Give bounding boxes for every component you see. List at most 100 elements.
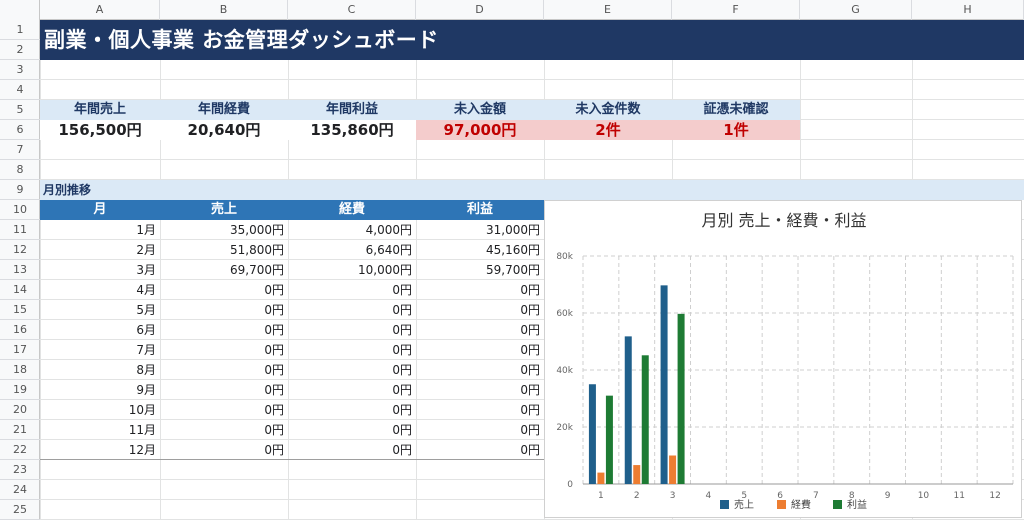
table-cell-month[interactable]: 8月	[136, 363, 156, 377]
column-header-a[interactable]: A	[40, 0, 160, 20]
row-header-4[interactable]: 4	[0, 80, 40, 100]
column-header-d[interactable]: D	[416, 0, 544, 20]
table-cell-month[interactable]: 7月	[136, 343, 156, 357]
table-cell-expenses[interactable]: 6,640円	[365, 243, 412, 257]
table-cell-month[interactable]: 6月	[136, 323, 156, 337]
kpi-value-unpaid-amount[interactable]: 97,000円	[416, 120, 544, 140]
kpi-value-unchecked-receipts[interactable]: 1件	[672, 120, 800, 140]
chart-container[interactable]: 月別 売上・経費・利益 0 20k 40k 60k 80k 1 2 3 4 5 6 7 8 9 10 11 12 売…	[544, 200, 1022, 518]
table-cell-month[interactable]: 11月	[128, 423, 156, 437]
row-header-14[interactable]: 14	[0, 280, 40, 300]
table-header-sales[interactable]: 売上	[210, 202, 237, 217]
table-cell-profit[interactable]: 59,700円	[486, 263, 540, 277]
row-header-18[interactable]: 18	[0, 360, 40, 380]
table-header-profit[interactable]: 利益	[466, 202, 493, 217]
sheet-grid[interactable]: 副業・個人事業 お金管理ダッシュボード 年間売上 年間経費 年間利益 未入金額 …	[40, 20, 1024, 520]
row-header-23[interactable]: 23	[0, 460, 40, 480]
chart-x-tick-label: 11	[954, 491, 965, 501]
table-cell-month[interactable]: 10月	[128, 403, 156, 417]
table-cell-sales[interactable]: 0円	[264, 303, 284, 317]
table-header-month[interactable]: 月	[93, 202, 107, 217]
row-header-22[interactable]: 22	[0, 440, 40, 460]
row-header-2[interactable]: 2	[0, 40, 40, 60]
table-cell-profit[interactable]: 0円	[520, 383, 540, 397]
row-header-17[interactable]: 17	[0, 340, 40, 360]
column-header-e[interactable]: E	[544, 0, 672, 20]
column-header-g[interactable]: G	[800, 0, 912, 20]
table-cell-month[interactable]: 4月	[136, 283, 156, 297]
kpi-value-annual-profit[interactable]: 135,860円	[288, 120, 416, 140]
kpi-value-annual-sales[interactable]: 156,500円	[40, 120, 160, 140]
row-header-19[interactable]: 19	[0, 380, 40, 400]
table-cell-expenses[interactable]: 10,000円	[358, 263, 412, 277]
table-cell-sales[interactable]: 0円	[264, 343, 284, 357]
row-header-13[interactable]: 13	[0, 260, 40, 280]
table-cell-month[interactable]: 5月	[136, 303, 156, 317]
row-header-3[interactable]: 3	[0, 60, 40, 80]
kpi-value-unpaid-count[interactable]: 2件	[544, 120, 672, 140]
table-cell-sales[interactable]: 0円	[264, 443, 284, 457]
kpi-value-annual-expenses[interactable]: 20,640円	[160, 120, 288, 140]
row-header-10[interactable]: 10	[0, 200, 40, 220]
table-cell-expenses[interactable]: 0円	[392, 283, 412, 297]
row-header-15[interactable]: 15	[0, 300, 40, 320]
table-cell-expenses[interactable]: 0円	[392, 303, 412, 317]
table-cell-profit[interactable]: 0円	[520, 323, 540, 337]
table-cell-month[interactable]: 3月	[136, 263, 156, 277]
row-header-8[interactable]: 8	[0, 160, 40, 180]
table-cell-expenses[interactable]: 0円	[392, 443, 412, 457]
row-header-9[interactable]: 9	[0, 180, 40, 200]
table-cell-expenses[interactable]: 0円	[392, 323, 412, 337]
kpi-label-unpaid-amount: 未入金額	[416, 100, 544, 120]
table-cell-profit[interactable]: 45,160円	[486, 243, 540, 257]
table-cell-expenses[interactable]: 4,000円	[365, 223, 412, 237]
table-cell-profit[interactable]: 0円	[520, 443, 540, 457]
kpi-label-unchecked-receipts: 証憑未確認	[672, 100, 800, 120]
row-header-20[interactable]: 20	[0, 400, 40, 420]
table-cell-profit[interactable]: 0円	[520, 303, 540, 317]
table-cell-sales[interactable]: 51,800円	[230, 243, 284, 257]
table-cell-sales[interactable]: 0円	[264, 383, 284, 397]
row-header-24[interactable]: 24	[0, 480, 40, 500]
table-cell-month[interactable]: 9月	[136, 383, 156, 397]
table-cell-profit[interactable]: 0円	[520, 403, 540, 417]
select-all-corner[interactable]	[0, 0, 40, 20]
table-cell-sales[interactable]: 0円	[264, 323, 284, 337]
table-cell-month[interactable]: 2月	[136, 243, 156, 257]
table-cell-sales[interactable]: 69,700円	[230, 263, 284, 277]
row-header-16[interactable]: 16	[0, 320, 40, 340]
grid-hline	[40, 359, 1024, 360]
table-cell-profit[interactable]: 0円	[520, 283, 540, 297]
table-cell-expenses[interactable]: 0円	[392, 383, 412, 397]
column-header-c[interactable]: C	[288, 0, 416, 20]
table-cell-sales[interactable]: 0円	[264, 283, 284, 297]
dashboard-title: 副業・個人事業 お金管理ダッシュボード	[40, 20, 1024, 60]
table-cell-month[interactable]: 12月	[128, 443, 156, 457]
grid-hline	[40, 479, 1024, 480]
table-cell-expenses[interactable]: 0円	[392, 403, 412, 417]
table-cell-sales[interactable]: 0円	[264, 423, 284, 437]
row-header-5[interactable]: 5	[0, 100, 40, 120]
table-cell-expenses[interactable]: 0円	[392, 363, 412, 377]
row-header-1[interactable]: 1	[0, 20, 40, 40]
table-cell-profit[interactable]: 31,000円	[486, 223, 540, 237]
table-cell-sales[interactable]: 0円	[264, 363, 284, 377]
column-header-b[interactable]: B	[160, 0, 288, 20]
table-cell-sales[interactable]: 0円	[264, 403, 284, 417]
column-header-h[interactable]: H	[912, 0, 1024, 20]
row-header-7[interactable]: 7	[0, 140, 40, 160]
table-cell-profit[interactable]: 0円	[520, 423, 540, 437]
row-header-6[interactable]: 6	[0, 120, 40, 140]
column-header-f[interactable]: F	[672, 0, 800, 20]
row-header-21[interactable]: 21	[0, 420, 40, 440]
table-cell-expenses[interactable]: 0円	[392, 423, 412, 437]
table-cell-profit[interactable]: 0円	[520, 363, 540, 377]
table-cell-sales[interactable]: 35,000円	[230, 223, 284, 237]
row-header-12[interactable]: 12	[0, 240, 40, 260]
row-header-25[interactable]: 25	[0, 500, 40, 520]
table-header-expenses[interactable]: 経費	[338, 202, 365, 217]
table-cell-month[interactable]: 1月	[136, 223, 156, 237]
table-cell-profit[interactable]: 0円	[520, 343, 540, 357]
row-header-11[interactable]: 11	[0, 220, 40, 240]
table-cell-expenses[interactable]: 0円	[392, 343, 412, 357]
